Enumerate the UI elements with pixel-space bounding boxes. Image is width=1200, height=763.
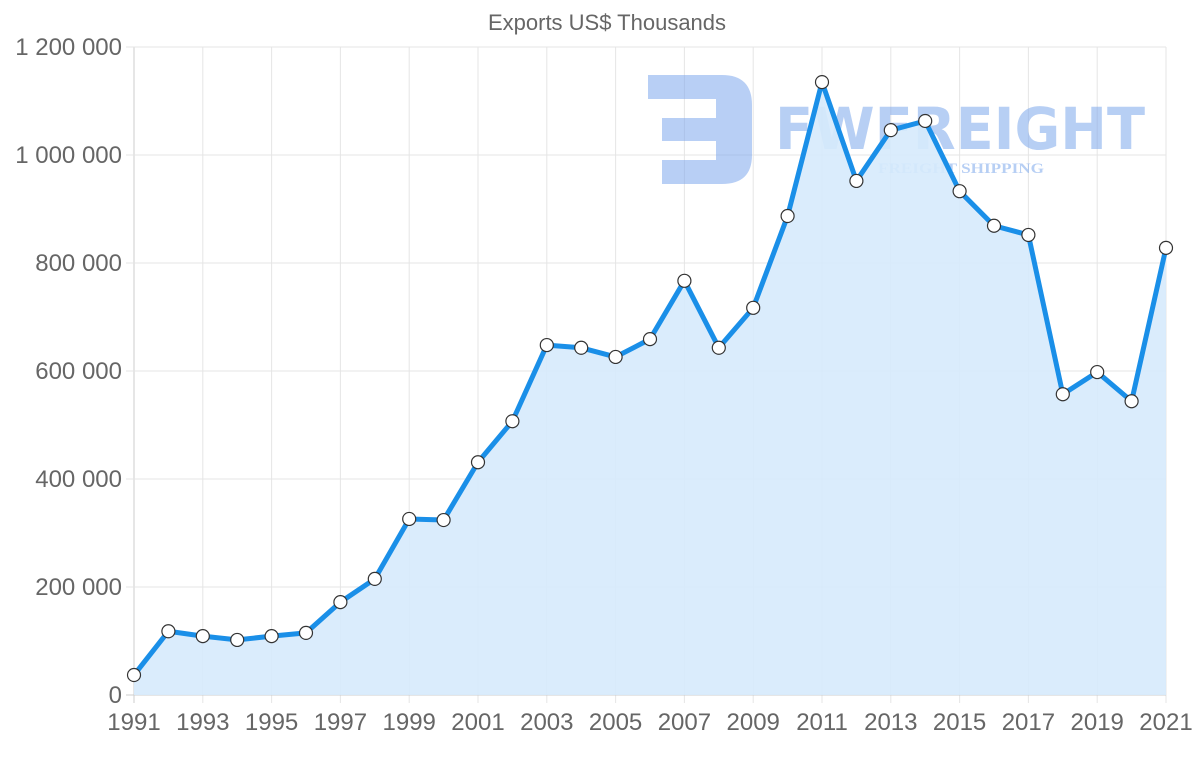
data-point[interactable] [918,113,933,129]
data-point[interactable] [505,414,520,429]
data-point[interactable] [230,632,245,648]
data-point[interactable] [883,123,898,138]
logo-mark-icon [648,75,752,184]
data-point[interactable] [1124,394,1139,409]
x-tick-label: 2005 [589,709,642,736]
data-point[interactable] [711,340,726,355]
data-point[interactable] [195,629,210,644]
data-point[interactable] [608,349,623,365]
x-tick-label: 1995 [245,709,298,736]
x-tick-label: 2007 [658,709,711,736]
y-tick-label: 200 000 [35,574,122,601]
data-point[interactable] [1055,387,1070,402]
x-tick-label: 2019 [1071,709,1124,736]
y-axis: 0 200 000 400 000 600 000 800 000 1 000 000 1 … [15,34,122,709]
data-point[interactable] [574,340,589,355]
data-point[interactable] [642,332,658,347]
data-point[interactable] [539,337,554,353]
data-point[interactable] [952,184,967,199]
area-fill [134,82,1166,696]
y-tick-label: 1 200 000 [15,34,122,61]
data-point[interactable] [402,511,417,527]
y-tick-label: 1 000 000 [15,142,122,169]
data-point[interactable] [677,273,692,288]
y-tick-label: 400 000 [35,466,122,493]
x-axis: 1991 1993 1995 1997 1999 2001 2003 2005 2007 2009… [107,709,1192,736]
x-tick-label: 1999 [383,709,436,736]
data-point[interactable] [814,74,830,90]
y-tick-label: 0 [109,682,122,709]
data-point[interactable] [126,667,142,683]
data-point[interactable] [264,629,279,644]
data-point[interactable] [367,571,382,587]
x-tick-label: 2015 [933,709,986,736]
y-tick-label: 800 000 [35,250,122,277]
y-tick-label: 600 000 [35,358,122,385]
x-tick-label: 2017 [1002,709,1055,736]
data-point[interactable] [298,625,314,641]
data-point[interactable] [1090,364,1105,380]
data-point[interactable] [849,173,864,189]
chart-title: Exports US$ Thousands [488,10,726,35]
data-point[interactable] [1158,240,1174,255]
x-tick-label: 2001 [451,709,504,736]
data-point[interactable] [470,455,486,470]
data-point[interactable] [436,512,451,528]
data-point[interactable] [1021,227,1036,243]
x-tick-label: 1993 [176,709,229,736]
data-point[interactable] [333,595,348,610]
x-tick-label: 2009 [727,709,780,736]
x-tick-label: 2003 [520,709,573,736]
x-tick-label: 2021 [1139,709,1192,736]
x-tick-label: 2013 [864,709,917,736]
x-tick-label: 2011 [796,709,848,736]
data-point[interactable] [746,300,761,315]
data-point[interactable] [780,208,795,224]
x-tick-label: 1997 [314,709,367,736]
data-point[interactable] [161,624,176,639]
data-points [126,74,1174,683]
data-point[interactable] [986,218,1002,233]
x-tick-label: 1991 [107,709,160,736]
